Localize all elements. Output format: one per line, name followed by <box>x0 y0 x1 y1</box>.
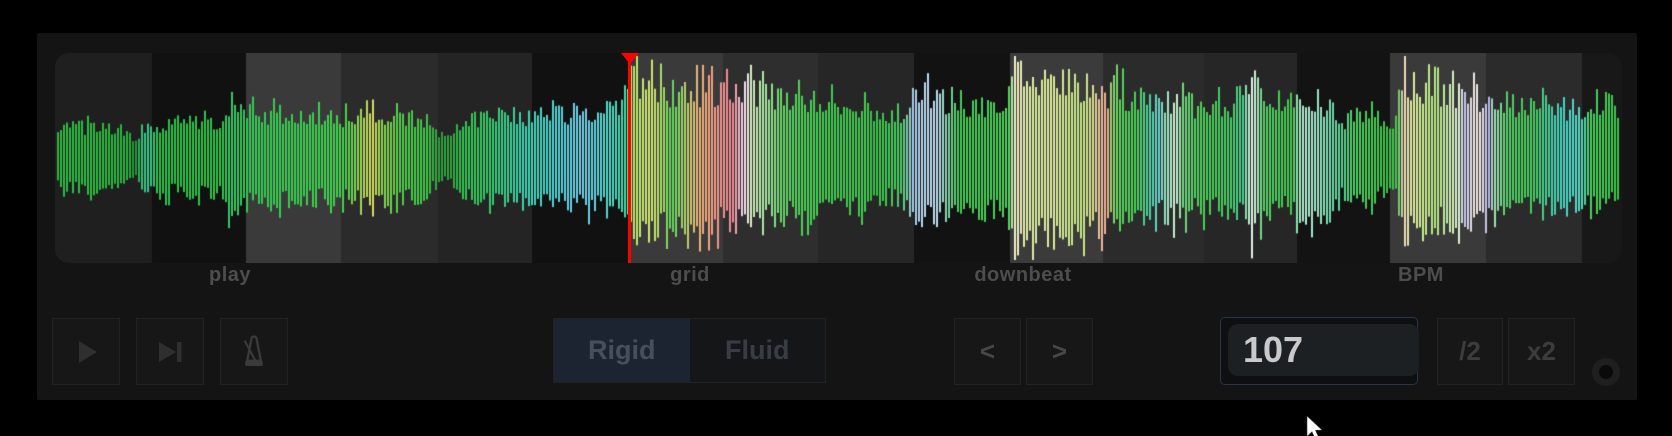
metronome-button[interactable] <box>220 318 288 385</box>
status-led <box>1592 358 1620 386</box>
play-button[interactable] <box>52 318 120 385</box>
metronome-icon <box>236 333 272 371</box>
editor-panel: play grid downbeat BPM R <box>37 33 1637 400</box>
bpm-section-label: BPM <box>1398 264 1444 286</box>
bpm-half-label: /2 <box>1459 336 1481 366</box>
play-skip-icon <box>154 337 186 367</box>
grid-section-label: grid <box>670 264 710 286</box>
mouse-cursor-icon <box>1305 415 1325 436</box>
downbeat-back-button[interactable]: < <box>954 318 1021 385</box>
play-icon <box>71 337 101 367</box>
playhead-line <box>628 53 631 263</box>
waveform-display[interactable] <box>55 53 1622 263</box>
waveform-canvas[interactable] <box>55 53 1622 263</box>
downbeat-forward-button[interactable]: > <box>1026 318 1093 385</box>
play-section-label: play <box>208 264 252 286</box>
bpm-input[interactable] <box>1228 324 1419 376</box>
grid-option-fluid[interactable]: Fluid <box>725 335 790 365</box>
bpm-input-box <box>1220 317 1419 385</box>
downbeat-section-label: downbeat <box>974 264 1072 286</box>
bpm-double-button[interactable]: x2 <box>1508 318 1575 385</box>
play-skip-button[interactable] <box>136 318 204 385</box>
grid-mode-toggle: Rigid Fluid <box>553 318 826 383</box>
bpm-half-button[interactable]: /2 <box>1437 318 1503 385</box>
status-led-dot <box>1599 365 1613 379</box>
grid-option-rigid[interactable]: Rigid <box>554 319 690 382</box>
chevron-right-icon: > <box>1051 336 1068 366</box>
playhead-marker-icon[interactable] <box>620 53 639 64</box>
bpm-double-label: x2 <box>1527 336 1556 366</box>
chevron-left-icon: < <box>979 336 996 366</box>
